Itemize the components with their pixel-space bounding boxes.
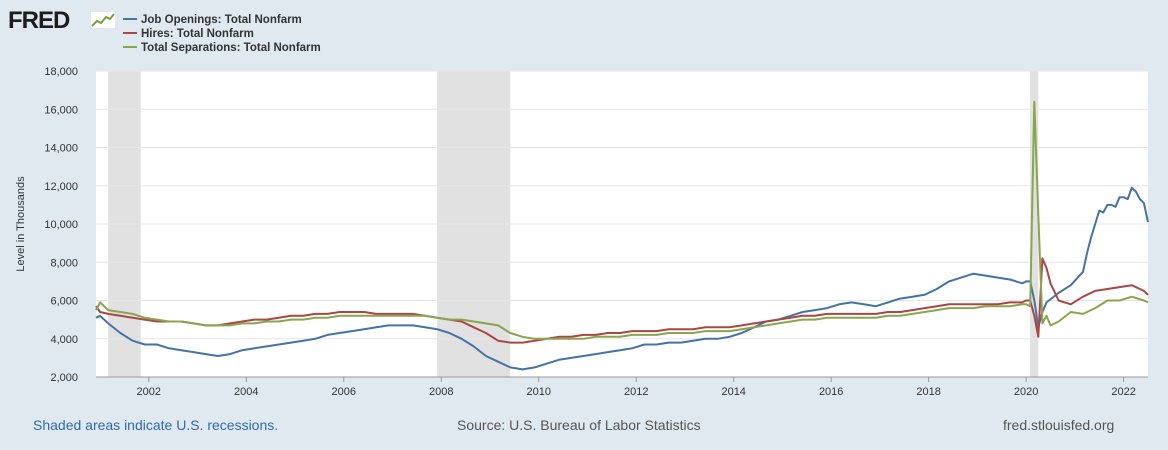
y-tick-label: 16,000 bbox=[44, 104, 78, 116]
legend-item-job-openings[interactable]: Job Openings: Total Nonfarm bbox=[123, 13, 321, 27]
source-note: Source: U.S. Bureau of Labor Statistics bbox=[457, 417, 701, 433]
y-tick-label: 2,000 bbox=[50, 372, 78, 384]
legend-label: Job Openings: Total Nonfarm bbox=[141, 14, 302, 26]
x-axis: 2002 2004 2006 2008 2010 2012 2014 2016 2018 2020… bbox=[96, 376, 1148, 398]
x-tick-label: 2004 bbox=[234, 386, 258, 398]
fred-logo-graph-icon bbox=[90, 11, 116, 29]
legend-item-hires[interactable]: Hires: Total Nonfarm bbox=[123, 27, 321, 41]
series-line-2[interactable] bbox=[95, 100, 1149, 340]
x-tick-label: 2012 bbox=[624, 386, 648, 398]
x-tick-label: 2006 bbox=[332, 386, 356, 398]
legend-label: Total Separations: Total Nonfarm bbox=[141, 42, 321, 54]
x-tick-label: 2016 bbox=[819, 386, 843, 398]
legend-swatch bbox=[123, 17, 137, 20]
x-tick-label: 2010 bbox=[526, 386, 550, 398]
y-tick-label: 14,000 bbox=[44, 143, 78, 155]
series-line-1[interactable] bbox=[95, 257, 1149, 344]
x-tick-label: 2008 bbox=[429, 386, 453, 398]
x-tick-label: 2022 bbox=[1111, 386, 1135, 398]
site-link[interactable]: fred.stlouisfed.org bbox=[1003, 417, 1115, 433]
fred-logo[interactable]: FRED bbox=[8, 7, 70, 34]
x-tick-label: 2002 bbox=[137, 386, 161, 398]
recession-note: Shaded areas indicate U.S. recessions. bbox=[33, 417, 279, 433]
y-tick-label: 12,000 bbox=[44, 181, 78, 193]
legend-item-separations[interactable]: Total Separations: Total Nonfarm bbox=[123, 41, 321, 55]
y-tick-label: 10,000 bbox=[44, 219, 78, 231]
series-lines bbox=[95, 100, 1149, 371]
chart-legend: Job Openings: Total Nonfarm Hires: Total… bbox=[123, 13, 321, 55]
series-line-0[interactable] bbox=[95, 186, 1149, 371]
y-axis: 2,000 4,000 6,000 8,000 10,000 12,000 14,000 16… bbox=[44, 66, 78, 384]
x-tick-label: 2014 bbox=[721, 386, 745, 398]
x-tick-label: 2020 bbox=[1014, 386, 1038, 398]
y-tick-label: 8,000 bbox=[50, 257, 78, 269]
legend-swatch bbox=[123, 31, 137, 34]
y-tick-label: 18,000 bbox=[44, 66, 78, 78]
line-chart: 2,000 4,000 6,000 8,000 10,000 12,000 14,000 16… bbox=[15, 66, 1149, 398]
legend-label: Hires: Total Nonfarm bbox=[141, 28, 254, 40]
legend-swatch bbox=[123, 45, 137, 48]
y-axis-label: Level in Thousands bbox=[15, 176, 27, 272]
y-tick-label: 4,000 bbox=[50, 334, 78, 346]
x-tick-label: 2018 bbox=[916, 386, 940, 398]
y-tick-label: 6,000 bbox=[50, 296, 78, 308]
